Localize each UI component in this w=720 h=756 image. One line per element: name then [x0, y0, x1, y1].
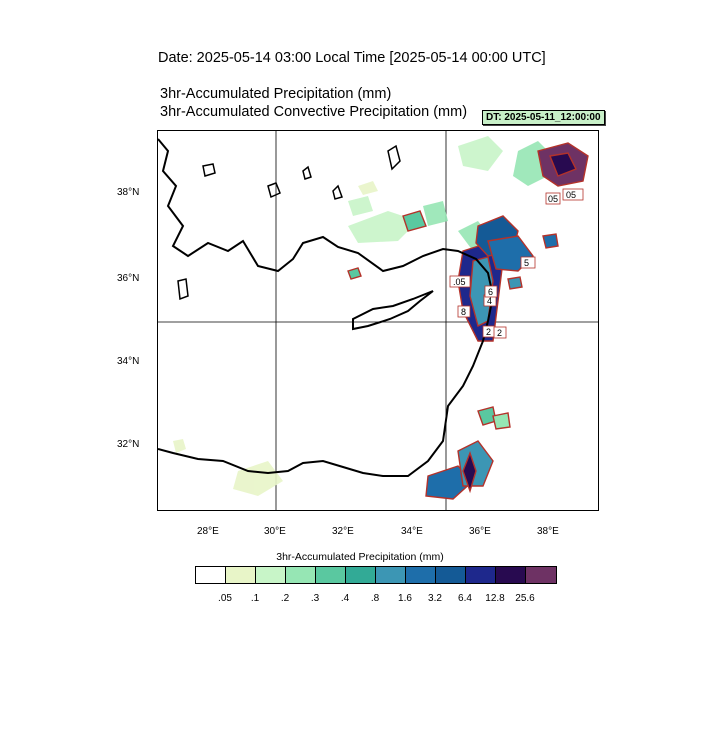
- colorbar-label: 1.6: [398, 593, 412, 604]
- colorbar-swatch: [496, 567, 526, 583]
- lat-label-32n: 32°N: [117, 439, 140, 450]
- colorbar-swatch: [346, 567, 376, 583]
- contour-label-text: 05: [566, 190, 576, 200]
- colorbar-label: .1: [250, 593, 260, 604]
- lon-label-36e: 36°E: [469, 526, 491, 537]
- title-convective-precip: 3hr-Accumulated Convective Precipitation…: [160, 104, 468, 120]
- contour-label-text: .05: [453, 277, 466, 287]
- colorbar-swatch: [256, 567, 286, 583]
- lon-label-30e: 30°E: [264, 526, 286, 537]
- graticule: [158, 131, 598, 510]
- colorbar: [195, 566, 557, 584]
- colorbar-swatch: [406, 567, 436, 583]
- colorbar-label: 25.6: [515, 593, 535, 604]
- colorbar-swatch: [196, 567, 226, 583]
- contour-label-8: 05: [545, 192, 561, 205]
- colorbar-title: 3hr-Accumulated Precipitation (mm): [276, 551, 444, 563]
- contour-label-2: 2: [482, 325, 496, 338]
- lon-label-32e: 32°E: [332, 526, 354, 537]
- contour-label-text: 05: [548, 194, 558, 204]
- colorbar-label: .4: [340, 593, 350, 604]
- contour-label-text: 8: [461, 307, 466, 317]
- colorbar-swatch: [316, 567, 346, 583]
- colorbar-label: .05: [218, 593, 232, 604]
- contour-label-text: 2: [486, 327, 491, 337]
- lon-label-38e: 38°E: [537, 526, 559, 537]
- lon-label-28e: 28°E: [197, 526, 219, 537]
- title-precip: 3hr-Accumulated Precipitation (mm): [160, 86, 392, 102]
- map-panel: .05 2 05 4 8 6 5 05 2: [157, 130, 599, 511]
- colorbar-swatch: [526, 567, 556, 583]
- lat-label-34n: 34°N: [117, 356, 140, 367]
- contour-label-1: .05: [449, 275, 471, 288]
- colorbar-label: 3.2: [428, 593, 442, 604]
- contour-label-7: 5: [520, 256, 536, 269]
- colorbar-swatch: [286, 567, 316, 583]
- contour-label-text: 4: [487, 296, 492, 306]
- contour-label-3: 05: [562, 188, 584, 201]
- coastlines: [158, 138, 495, 477]
- colorbar-swatch: [376, 567, 406, 583]
- colorbar-label: .3: [310, 593, 320, 604]
- colorbar-swatch: [466, 567, 496, 583]
- contour-label-6: 6: [484, 285, 498, 298]
- contour-label-9: 2: [493, 326, 507, 339]
- contour-label-5: 8: [457, 305, 471, 318]
- lon-label-34e: 34°E: [401, 526, 423, 537]
- dt-badge: DT: 2025-05-11_12:00:00: [482, 110, 605, 125]
- lat-label-36n: 36°N: [117, 273, 140, 284]
- colorbar-label: .8: [370, 593, 380, 604]
- colorbar-label: 12.8: [485, 593, 505, 604]
- islands: [177, 144, 401, 301]
- contour-label-text: 2: [497, 328, 502, 338]
- colorbar-label: 6.4: [458, 593, 472, 604]
- lat-label-38n: 38°N: [117, 187, 140, 198]
- contour-labels: .05 2 05 4 8 6 5 05 2: [449, 188, 584, 339]
- map-canvas: .05 2 05 4 8 6 5 05 2: [158, 131, 598, 510]
- colorbar-label: .2: [280, 593, 290, 604]
- date-title: Date: 2025-05-14 03:00 Local Time [2025-…: [158, 50, 546, 66]
- colorbar-swatch: [436, 567, 466, 583]
- contour-label-text: 5: [524, 258, 529, 268]
- colorbar-swatch: [226, 567, 256, 583]
- contour-label-text: 6: [488, 287, 493, 297]
